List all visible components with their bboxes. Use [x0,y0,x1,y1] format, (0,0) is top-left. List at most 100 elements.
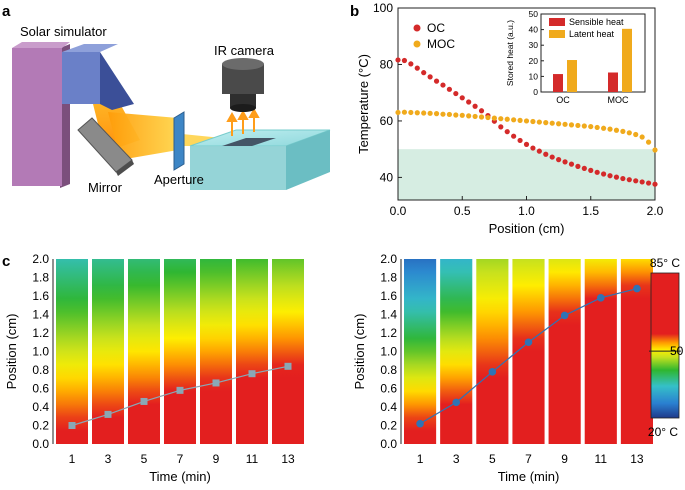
lamp-head-front [62,52,100,104]
series-point-oc [639,179,645,185]
colorbar-max-label: 85° C [650,256,680,270]
y-tick-label: 1.2 [380,326,397,340]
series-point-moc [491,115,497,121]
heatmap-column [272,259,304,444]
y-tick-label: 1.4 [380,308,397,322]
series-point-moc [414,110,420,116]
lamp-head-top [62,44,118,52]
series-point-oc [459,95,465,101]
y-tick-label: 2.0 [32,252,49,266]
y-tick-label: 0.6 [32,382,49,396]
front-marker [104,410,112,418]
legend-label-moc: MOC [427,37,455,51]
legend-marker-oc [413,24,421,32]
x-tick-label: 7 [525,452,532,466]
heatmap-column [56,259,88,444]
series-point-moc [421,110,427,116]
series-point-moc [485,114,491,121]
y-tick-label: 1.2 [32,326,49,340]
inset-y-tick-label: 50 [529,9,539,19]
panel-c-heatmaps: 1 3 5 7 9 11 130.00.20.40.60.81.01.21.41.61.82… [4,252,684,484]
series-point-moc [568,122,575,128]
y-tick-label: 1.4 [32,308,49,322]
series-point-moc [523,118,530,124]
x-axis-label: Time (min) [498,469,560,484]
x-tick-label: 2.0 [647,204,664,218]
y-tick-label: 0.4 [380,400,397,414]
front-marker [140,397,148,405]
series-point-moc [633,131,639,138]
x-tick-label: 13 [281,452,295,466]
heatmap-column [236,259,268,444]
sample-cell-side [286,130,330,190]
x-tick-label: 1 [69,452,76,466]
series-point-moc [504,116,510,122]
series-point-oc [414,65,420,71]
series-point-moc [607,126,613,132]
heatmap-column [440,259,473,444]
series-point-oc [633,178,639,184]
series-point-oc [433,78,440,84]
series-point-oc [536,148,542,154]
series-point-oc [575,163,581,169]
front-marker [596,294,605,302]
x-tick-label: 9 [213,452,220,466]
series-point-moc [517,117,523,123]
series-point-oc [530,145,536,151]
series-point-moc [511,117,517,123]
front-marker [284,362,292,370]
series-point-oc [478,108,485,114]
y-tick-label: 0.0 [380,437,397,451]
series-point-moc [652,147,658,153]
series-point-moc [472,113,478,120]
series-point-oc [408,61,414,67]
x-tick-label: 1 [417,452,424,466]
y-tick-label: 1.8 [32,271,49,285]
x-tick-label: 7 [177,452,184,466]
x-tick-label: 0.0 [390,204,407,218]
y-tick-label: 1.6 [32,289,49,303]
series-point-moc [440,111,446,117]
front-marker [68,422,76,429]
x-tick-label: 1.5 [582,204,599,218]
series-point-moc [575,122,581,129]
series-point-moc [427,110,433,116]
series-point-oc [562,159,568,165]
y-axis-label: Temperature (°C) [356,54,371,154]
series-point-moc [594,124,600,131]
series-point-moc [639,134,645,140]
inset-bar-sensible-heat [553,74,563,92]
series-point-moc [536,119,542,125]
front-marker [452,398,461,407]
inset-y-tick-label: 40 [529,25,539,35]
sample-film [222,138,276,146]
series-point-moc [620,128,626,134]
front-marker [488,368,497,376]
front-marker [176,386,184,394]
panel-label-b: b [350,3,359,20]
y-axis-label: Position (cm) [352,314,367,390]
x-axis-label: Position (cm) [489,221,565,236]
ir-camera-lens-end [230,104,256,112]
y-tick-label: 0.0 [32,437,49,451]
series-point-oc [466,99,472,105]
series-point-oc [581,165,587,171]
inset-legend-label: Latent heat [569,29,615,39]
series-point-moc [626,130,632,136]
series-point-oc [523,141,530,147]
colorbar [650,272,680,419]
series-point-oc [511,133,517,139]
series-point-moc [433,111,440,117]
colorbar-mid-label: 50 [670,344,684,358]
y-tick-label: 1.8 [380,271,397,285]
ir-camera-top [222,58,264,70]
y-tick-label: 1.6 [380,289,397,303]
heat-arrows [226,107,260,136]
series-point-moc [453,112,459,118]
y-tick-label: 80 [380,57,394,71]
x-tick-label: 5 [489,452,496,466]
series-point-moc [478,114,485,120]
inset-bar-latent-heat [622,28,632,92]
sample-cell-front [190,146,286,190]
